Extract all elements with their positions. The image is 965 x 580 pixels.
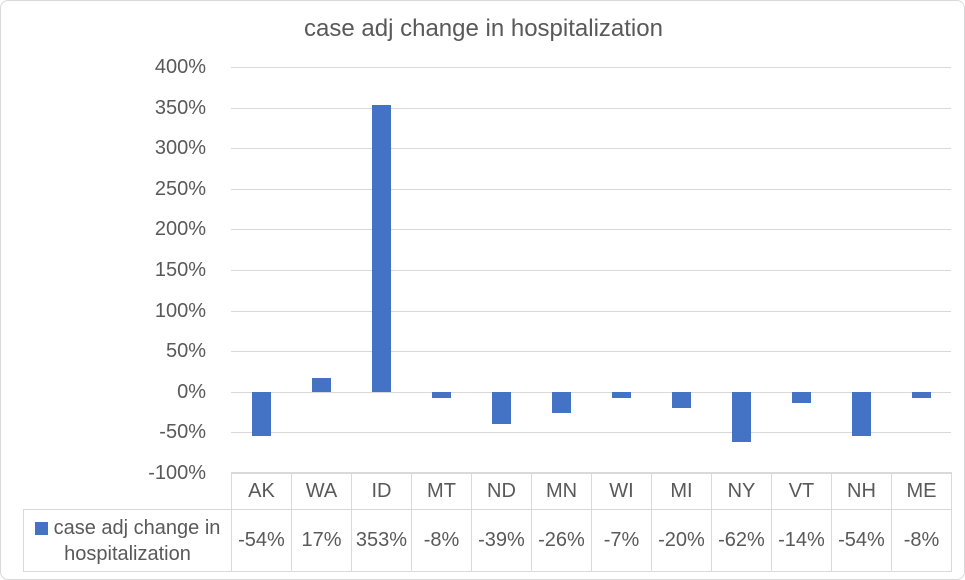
gridline [231,67,951,68]
gridline [231,351,951,352]
y-axis-tick-label: 150% [154,259,206,281]
gridline [231,311,951,312]
bar-wa [312,378,331,392]
table-value-cell-nd: -39% [472,510,532,571]
y-axis-tick-label: -50% [159,421,206,443]
legend-entry: case adj change in hospitalization [28,515,227,567]
bar-wi [612,392,631,398]
gridline [231,432,951,433]
table-value-cell-ny: -62% [712,510,772,571]
bar-ny [732,392,751,442]
table-header-cell-vt: VT [772,473,832,509]
table-value-cell-ak: -54% [232,510,292,571]
table-value-cell-mt: -8% [412,510,472,571]
chart-title: case adj change in hospitalization [304,15,663,42]
bar-ak [252,392,271,436]
gridline [231,270,951,271]
bar-vt [792,392,811,403]
y-axis-tick-label: 350% [154,97,206,119]
bar-mi [672,392,691,408]
legend-swatch-icon [34,521,48,535]
y-axis-tick-label: 250% [154,178,206,200]
legend-label: case adj change in hospitalization [53,516,221,565]
gridline [231,229,951,230]
table-header-cell-ny: NY [712,473,772,509]
table-value-cell-mi: -20% [652,510,712,571]
y-axis-tick-label: 400% [154,56,206,78]
y-axis-tick-label: 200% [154,218,206,240]
table-value-cell-me: -8% [903,529,940,551]
y-axis-tick-label: 0% [177,381,206,403]
table-header-cell-id: ID [352,473,412,509]
table-header-cell-ak: AK [232,473,292,509]
data-table-header-row: AK WA ID MT ND MN WI MI NY VT NH ME [231,472,952,509]
gridline [231,108,951,109]
table-header-cell-mn: MN [532,473,592,509]
table-header-cell-mt: MT [412,473,472,509]
y-axis-tick-label: 100% [154,300,206,322]
table-header-cell-me: ME [906,479,937,502]
table-value-cell-wa: 17% [292,510,352,571]
table-value-cell-wi: -7% [592,510,652,571]
bar-nh [852,392,871,436]
table-value-cell-mn: -26% [532,510,592,571]
bar-nd [492,392,511,424]
bar-mn [552,392,571,413]
table-header-cell-nd: ND [472,473,532,509]
bar-mt [432,392,451,398]
table-header-cell-mi: MI [652,473,712,509]
gridline [231,392,951,393]
bar-id [372,105,391,392]
gridline [231,189,951,190]
table-value-cell-vt: -14% [772,510,832,571]
y-axis-tick-label: 300% [154,137,206,159]
table-header-cell-wi: WI [592,473,652,509]
legend-cell: case adj change in hospitalization [24,510,232,571]
table-header-cell-nh: NH [832,473,892,509]
y-axis-tick-label: 50% [165,340,206,362]
table-value-cell-nh: -54% [832,510,892,571]
data-table-value-row: case adj change in hospitalization -54% 1… [23,509,952,572]
table-value-cell-id: 353% [352,510,412,571]
y-axis-tick-label: -100% [148,462,206,484]
gridline [231,148,951,149]
table-header-cell-wa: WA [292,473,352,509]
bar-me [912,392,931,398]
